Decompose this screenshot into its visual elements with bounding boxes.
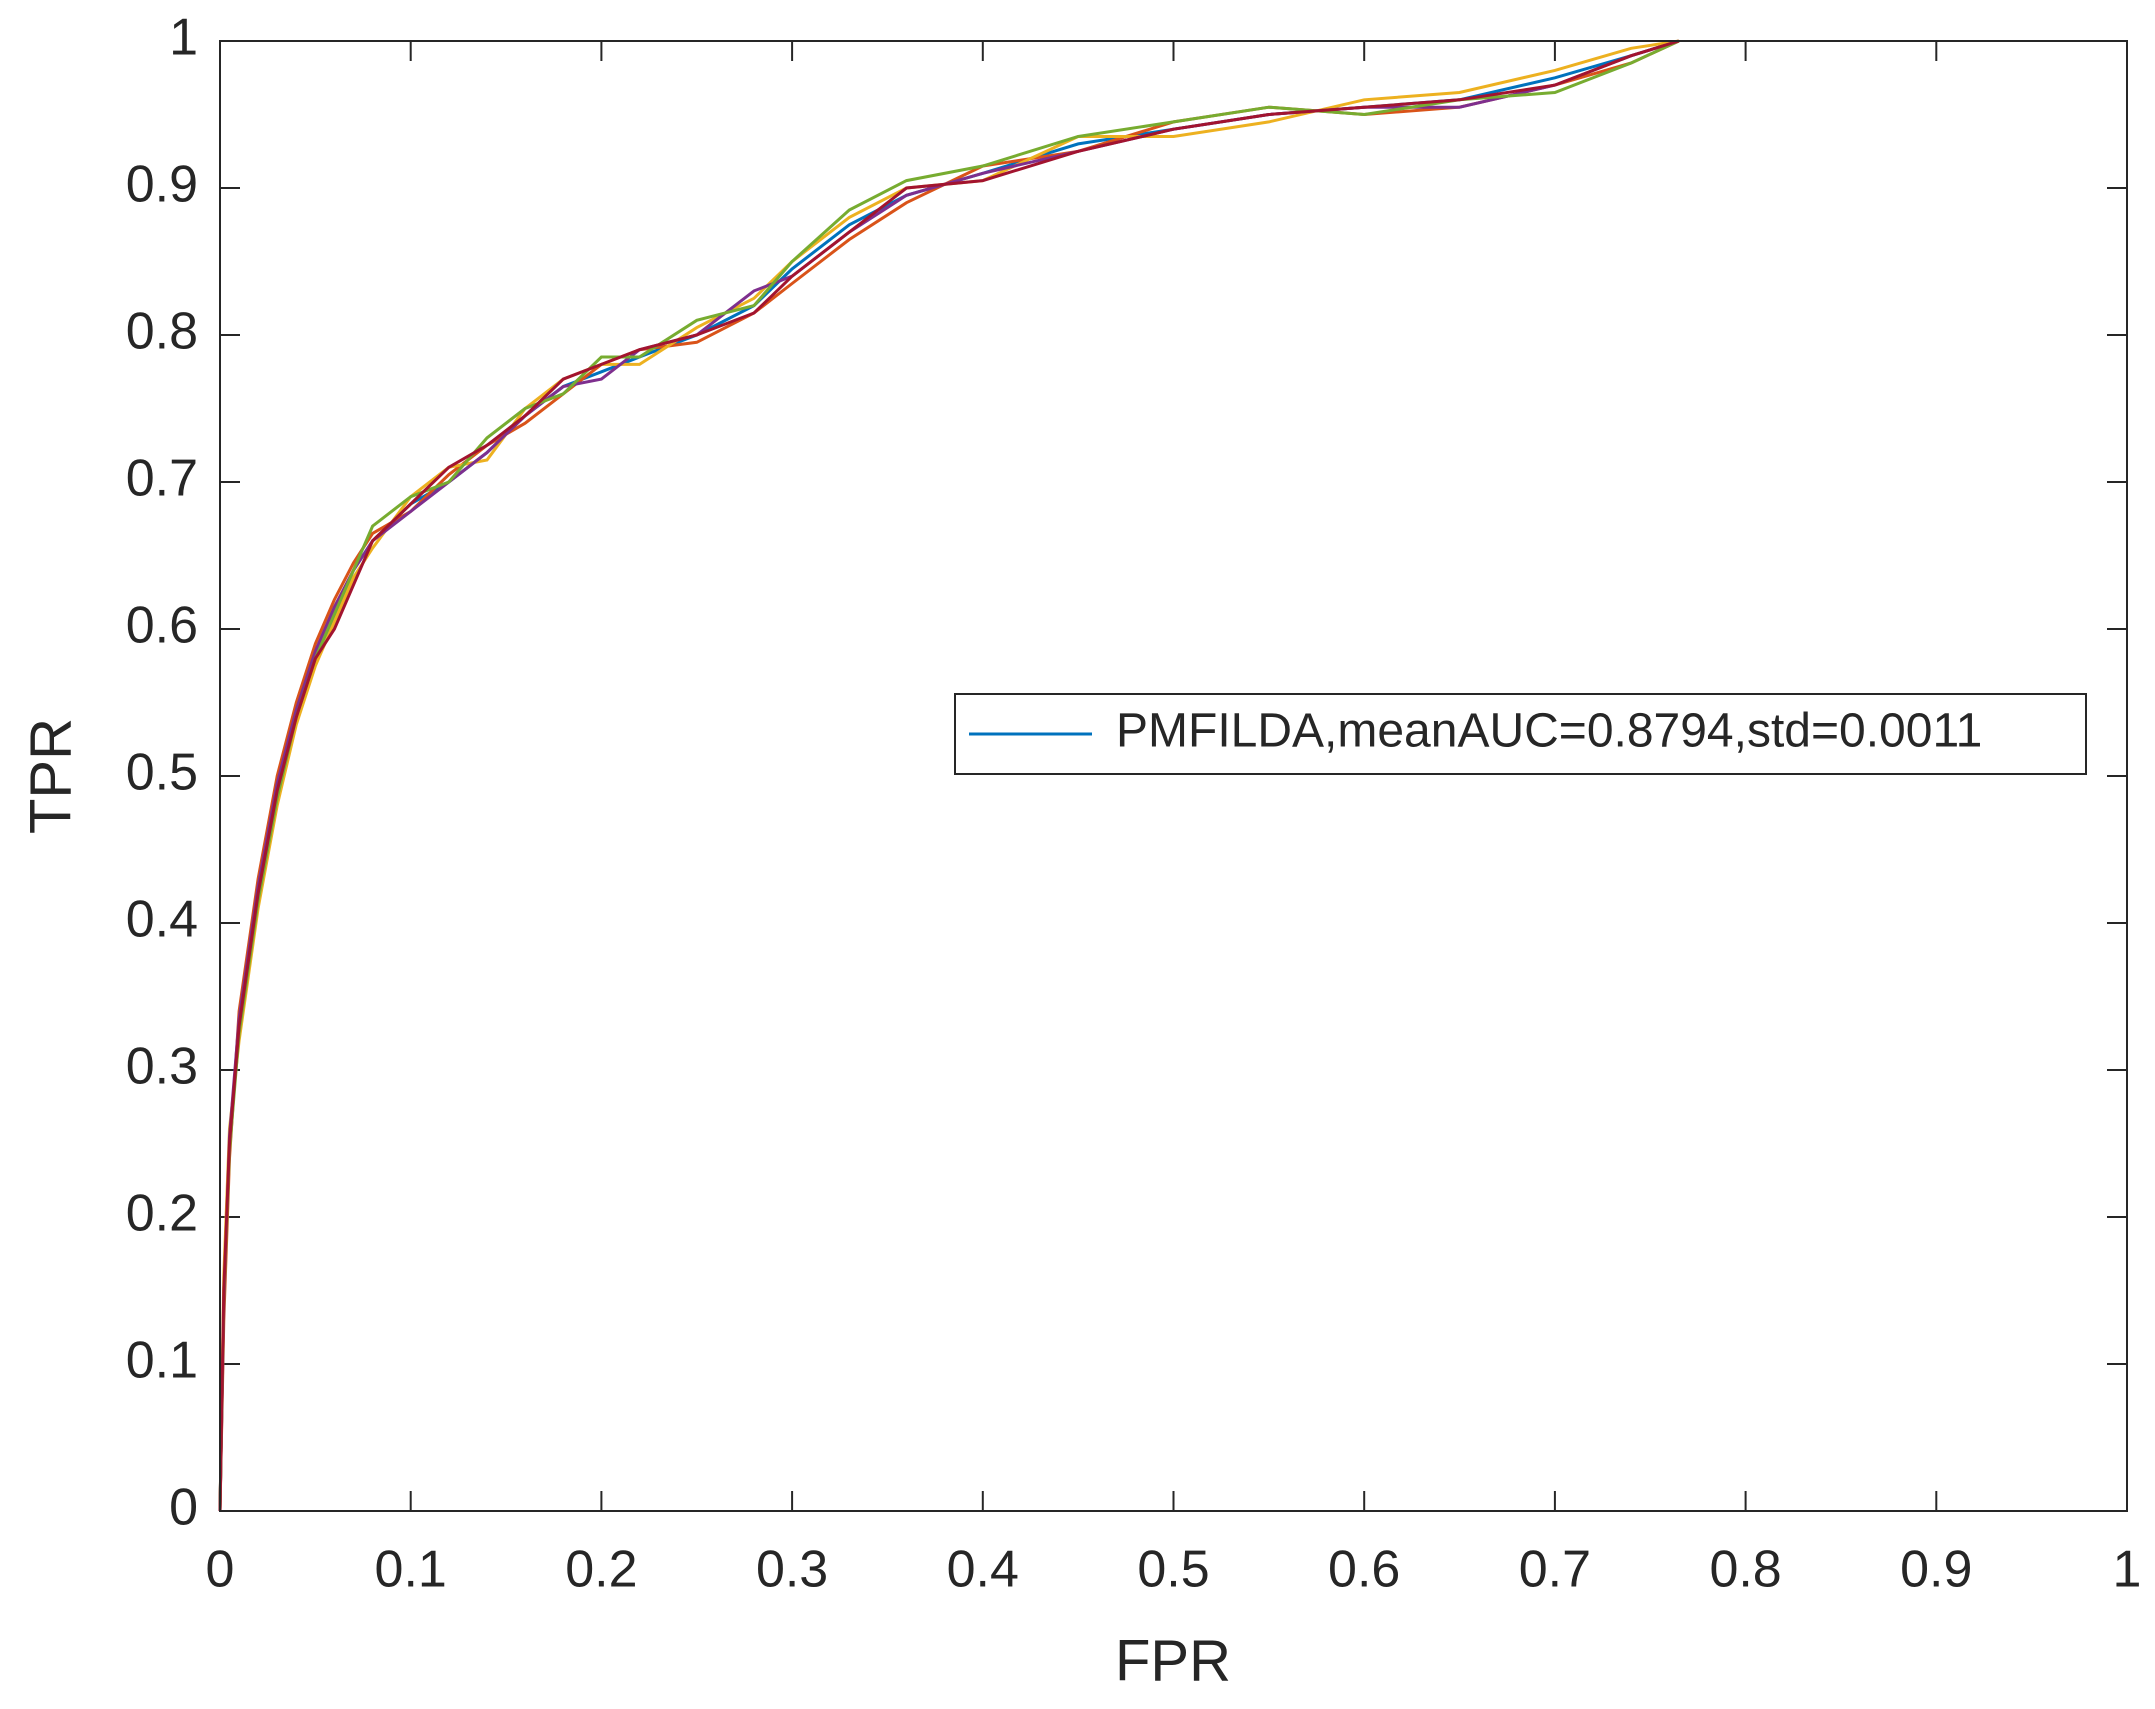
x-tick-label: 0.3 [756, 1541, 828, 1599]
x-tick-label: 0.4 [947, 1541, 1019, 1599]
x-axis-label: FPR [1115, 1628, 1231, 1693]
x-tick-label: 0 [206, 1541, 235, 1599]
x-tick-label: 0.9 [1900, 1541, 1972, 1599]
x-tick-label: 1 [2113, 1541, 2142, 1599]
x-tick-label: 0.2 [565, 1541, 637, 1599]
y-tick-label: 0.9 [126, 156, 198, 214]
y-tick-label: 0 [169, 1479, 198, 1537]
y-tick-label: 0.8 [126, 303, 198, 361]
legend-label: PMFILDA,meanAUC=0.8794,std=0.0011 [1116, 705, 1982, 758]
legend-box [954, 693, 2087, 775]
y-tick-label: 1 [169, 9, 198, 67]
x-tick-label: 0.5 [1137, 1541, 1209, 1599]
y-tick-label: 0.5 [126, 744, 198, 802]
x-tick-label: 0.7 [1519, 1541, 1591, 1599]
plot-frame [219, 40, 2128, 1512]
y-tick-label: 0.4 [126, 891, 198, 949]
y-tick-label: 0.2 [126, 1185, 198, 1243]
x-tick-label: 0.6 [1328, 1541, 1400, 1599]
y-tick-label: 0.3 [126, 1038, 198, 1096]
y-axis-label: TPR [18, 718, 83, 834]
roc-line [218, 39, 1680, 1512]
x-tick-label: 0.1 [375, 1541, 447, 1599]
roc-line [218, 39, 1680, 1512]
y-tick-label: 0.6 [126, 597, 198, 655]
y-tick-label: 0.1 [126, 1332, 198, 1390]
x-tick-label: 0.8 [1709, 1541, 1781, 1599]
y-tick-label: 0.7 [126, 450, 198, 508]
